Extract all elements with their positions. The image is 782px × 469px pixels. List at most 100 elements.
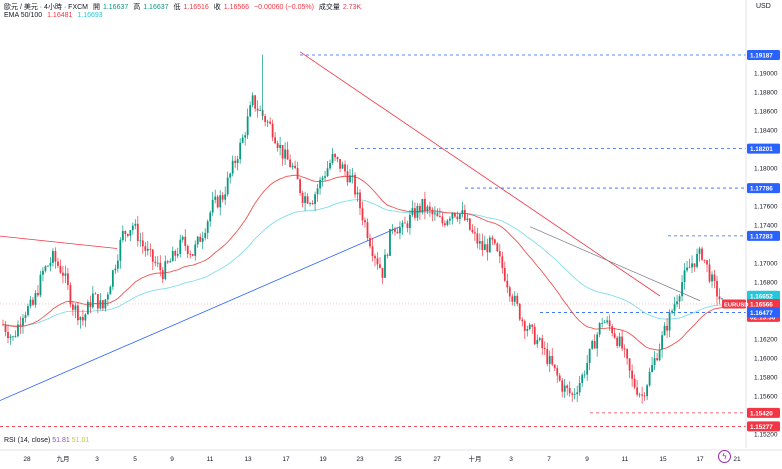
candle-body [656, 358, 658, 361]
price-axis[interactable]: 1.190001.188001.186001.184001.180001.178… [0, 0, 782, 451]
candle-body [698, 248, 701, 254]
candle-body [42, 270, 44, 275]
candle-body [57, 261, 59, 266]
candle-body [673, 304, 676, 311]
candle-body [536, 339, 539, 345]
candle-body [161, 270, 164, 280]
candle-body [633, 378, 636, 388]
candle-body [461, 210, 464, 214]
candle-body [249, 105, 252, 117]
candle-body [448, 218, 451, 221]
time-tick[interactable]: 25 [394, 456, 402, 463]
price-tag [747, 407, 780, 418]
price-tag [747, 421, 780, 432]
candle-body [473, 232, 476, 234]
time-tick[interactable]: 九月 [57, 454, 70, 463]
candle-body [631, 370, 634, 379]
horizontal-levels [0, 54, 746, 427]
candle-body [211, 199, 214, 213]
time-tick[interactable]: 15 [659, 456, 667, 463]
candle-body [234, 160, 237, 164]
price-tag-label: 02:13:36 [750, 314, 776, 321]
candle-body [638, 394, 641, 396]
candle-body [81, 317, 84, 321]
price-tags: 1.19187 1.18201 1.17786 1.17283 1.166521.165… [722, 49, 780, 432]
price-tag-label: 1.19187 [750, 52, 773, 59]
price-tag [747, 230, 780, 241]
candle-body [241, 137, 244, 143]
candle-body [591, 341, 594, 349]
time-tick[interactable]: 27 [433, 456, 441, 463]
candle-body [306, 196, 309, 204]
candle-body [59, 265, 62, 273]
candle-body [19, 324, 22, 326]
time-tick[interactable]: 3 [95, 456, 99, 463]
candle-body [561, 380, 564, 392]
price-tick: 1.16200 [754, 336, 778, 343]
candle-body [468, 218, 471, 230]
high-label: 高 [133, 4, 141, 11]
candle-body [12, 336, 14, 338]
candle-body [281, 144, 284, 159]
candle-body [191, 254, 194, 256]
candle-body [666, 325, 668, 331]
time-tick[interactable]: 13 [244, 456, 252, 463]
candle-body [209, 212, 212, 222]
candle-body [321, 177, 324, 180]
candle-body [516, 295, 519, 304]
trend-lines [0, 51, 701, 401]
candle-body [239, 142, 242, 160]
time-tick[interactable]: 11 [622, 456, 629, 463]
time-tick[interactable]: 28 [23, 456, 31, 463]
time-tick[interactable]: 7 [547, 456, 551, 463]
candle-body [526, 329, 529, 331]
price-tick: 1.15800 [754, 374, 778, 381]
rsi-value: 51.81 [52, 437, 70, 444]
candle-body [456, 216, 459, 220]
candle-body [201, 238, 204, 242]
candle-body [488, 237, 491, 253]
lightning-icon[interactable]: ϟ [718, 450, 731, 463]
candle-body [613, 333, 616, 338]
time-tick[interactable]: 3 [509, 456, 513, 463]
time-axis[interactable]: 28 九月 3 5 9 11 13 17 19 23 25 27 十月 3 7 9 11 15 17 21 [23, 454, 741, 463]
time-tick[interactable]: 9 [170, 456, 174, 463]
legend-ema: EMA 50/100 1.16481 1.16693 [4, 12, 106, 19]
time-tick[interactable]: 5 [133, 456, 137, 463]
candle-body [553, 364, 556, 369]
ema100-value: 1.16693 [77, 12, 103, 19]
candle-body [331, 153, 334, 164]
candle-body [451, 212, 454, 219]
time-tick[interactable]: 11 [207, 456, 214, 463]
currency-label[interactable]: USD [756, 3, 771, 10]
candle-body [186, 245, 189, 254]
candle-body [503, 267, 506, 281]
candle-body [563, 385, 566, 392]
candle-body [643, 395, 646, 397]
legend-ohlc: 歐元 / 美元 · 4小時 · FXCM 開 1.16637 高 1.16637 低… [4, 2, 364, 12]
candle-body [259, 110, 262, 112]
time-tick[interactable]: 23 [356, 456, 364, 463]
descending-trendline [299, 51, 661, 297]
candle-body [441, 216, 444, 224]
time-tick[interactable]: 17 [282, 456, 290, 463]
time-tick[interactable]: 十月 [469, 454, 482, 463]
price-tag-label: 1.16566 [750, 301, 773, 308]
candle-body [52, 251, 54, 263]
candle-body [89, 301, 92, 308]
candle-body [453, 212, 456, 217]
candle-body [301, 192, 304, 203]
candle-body [151, 249, 154, 262]
time-tick[interactable]: 17 [696, 456, 704, 463]
candle-body [206, 221, 209, 233]
price-tag-label: 1.16652 [750, 293, 773, 300]
candle-body [49, 262, 52, 266]
candle-body [44, 266, 47, 271]
candle-body [676, 301, 678, 305]
time-tick[interactable]: 21 [733, 456, 741, 463]
candle-body [433, 213, 436, 215]
candles [2, 54, 723, 404]
time-tick[interactable]: 19 [319, 456, 327, 463]
time-tick[interactable]: 9 [585, 456, 589, 463]
